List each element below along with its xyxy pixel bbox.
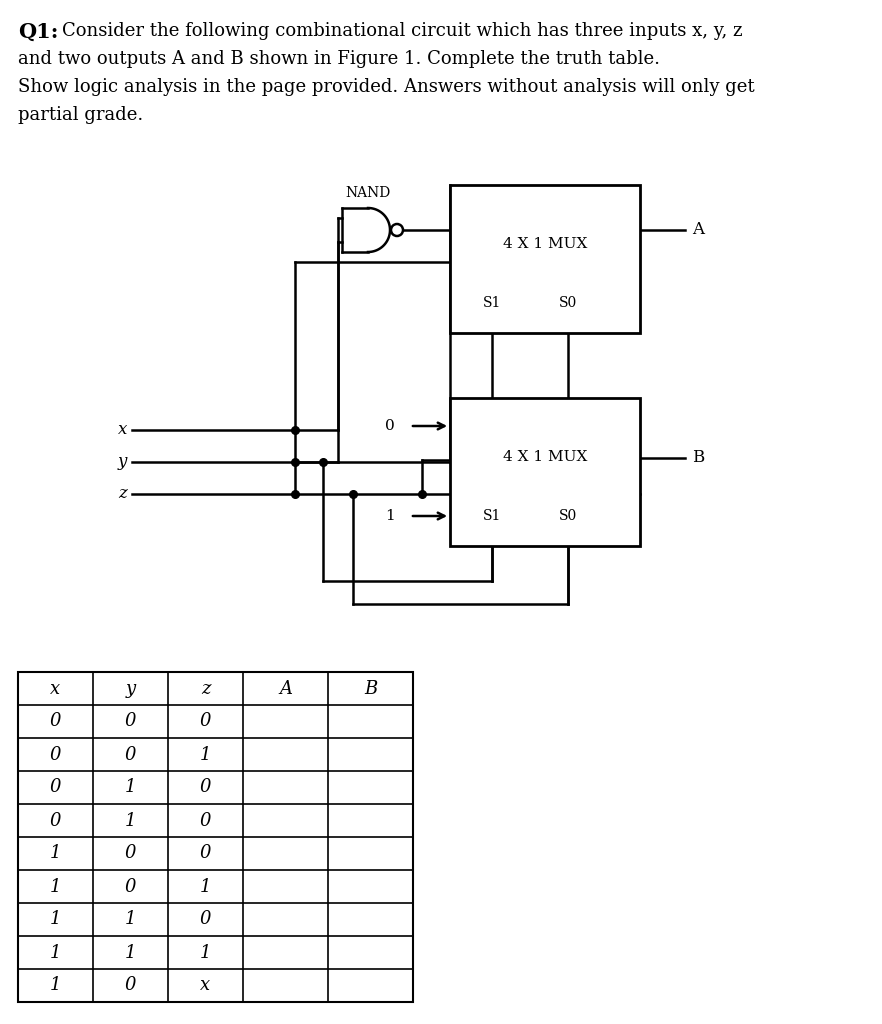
Text: 1: 1 <box>385 509 395 523</box>
Text: 0: 0 <box>49 713 61 730</box>
Text: 4 X 1 MUX: 4 X 1 MUX <box>503 238 587 251</box>
Text: 1: 1 <box>199 745 212 764</box>
Text: Q1:: Q1: <box>18 22 58 42</box>
Text: and two outputs A and B shown in Figure 1. Complete the truth table.: and two outputs A and B shown in Figure … <box>18 50 660 68</box>
Text: 4 X 1 MUX: 4 X 1 MUX <box>503 451 587 464</box>
Text: 1: 1 <box>49 977 61 994</box>
Text: Show logic analysis in the page provided. Answers without analysis will only get: Show logic analysis in the page provided… <box>18 78 755 96</box>
Text: partial grade.: partial grade. <box>18 106 143 124</box>
Text: S1: S1 <box>482 296 501 310</box>
Text: S0: S0 <box>559 509 577 523</box>
Text: 0: 0 <box>124 977 136 994</box>
Bar <box>450 185 640 333</box>
Text: z: z <box>118 485 127 503</box>
Text: B: B <box>692 450 704 467</box>
Text: S1: S1 <box>482 509 501 523</box>
Text: 0: 0 <box>49 778 61 797</box>
Text: y: y <box>118 454 127 470</box>
Bar <box>18 672 413 1002</box>
Text: A: A <box>279 680 292 697</box>
Text: 0: 0 <box>199 845 212 862</box>
Text: 1: 1 <box>49 943 61 962</box>
Text: 1: 1 <box>199 878 212 896</box>
Text: 0: 0 <box>385 419 395 433</box>
Text: 1: 1 <box>49 845 61 862</box>
Text: 0: 0 <box>124 713 136 730</box>
Text: 0: 0 <box>199 811 212 829</box>
Bar <box>450 398 640 546</box>
Text: Consider the following combinational circuit which has three inputs x, y, z: Consider the following combinational cir… <box>62 22 743 40</box>
Text: y: y <box>125 680 136 697</box>
Text: 1: 1 <box>124 811 136 829</box>
Text: 1: 1 <box>124 778 136 797</box>
Text: 0: 0 <box>49 745 61 764</box>
Text: 0: 0 <box>49 811 61 829</box>
Text: z: z <box>201 680 210 697</box>
Text: x: x <box>200 977 211 994</box>
Text: 0: 0 <box>199 778 212 797</box>
Text: 0: 0 <box>199 910 212 929</box>
Text: 1: 1 <box>124 943 136 962</box>
Text: 0: 0 <box>199 713 212 730</box>
Text: B: B <box>364 680 377 697</box>
Text: 1: 1 <box>49 878 61 896</box>
Text: 0: 0 <box>124 845 136 862</box>
Text: A: A <box>692 221 704 239</box>
Text: x: x <box>50 680 61 697</box>
Text: NAND: NAND <box>346 186 391 200</box>
Text: 1: 1 <box>49 910 61 929</box>
Text: 1: 1 <box>124 910 136 929</box>
Text: S0: S0 <box>559 296 577 310</box>
Text: 0: 0 <box>124 745 136 764</box>
Text: 1: 1 <box>199 943 212 962</box>
Text: 0: 0 <box>124 878 136 896</box>
Text: x: x <box>118 422 127 438</box>
